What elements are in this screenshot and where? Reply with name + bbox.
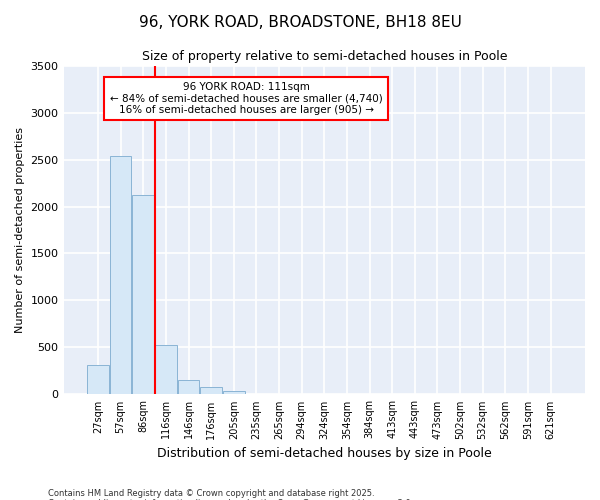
Bar	[155, 344, 176, 395]
Text: 96 YORK ROAD: 111sqm
← 84% of semi-detached houses are smaller (4,740)
16% of se: 96 YORK ROAD: 111sqm ← 84% of semi-detac…	[110, 82, 382, 115]
Bar	[178, 380, 199, 394]
Bar	[200, 388, 222, 394]
Bar	[223, 390, 245, 394]
Text: Contains public sector information licensed under the Open Government Licence v3: Contains public sector information licen…	[48, 498, 413, 500]
Y-axis label: Number of semi-detached properties: Number of semi-detached properties	[15, 127, 25, 333]
Bar	[133, 195, 154, 394]
X-axis label: Distribution of semi-detached houses by size in Poole: Distribution of semi-detached houses by …	[157, 447, 491, 460]
Bar	[110, 156, 131, 394]
Title: Size of property relative to semi-detached houses in Poole: Size of property relative to semi-detach…	[142, 50, 507, 63]
Text: 96, YORK ROAD, BROADSTONE, BH18 8EU: 96, YORK ROAD, BROADSTONE, BH18 8EU	[139, 15, 461, 30]
Text: Contains HM Land Registry data © Crown copyright and database right 2025.: Contains HM Land Registry data © Crown c…	[48, 488, 374, 498]
Bar	[87, 366, 109, 394]
